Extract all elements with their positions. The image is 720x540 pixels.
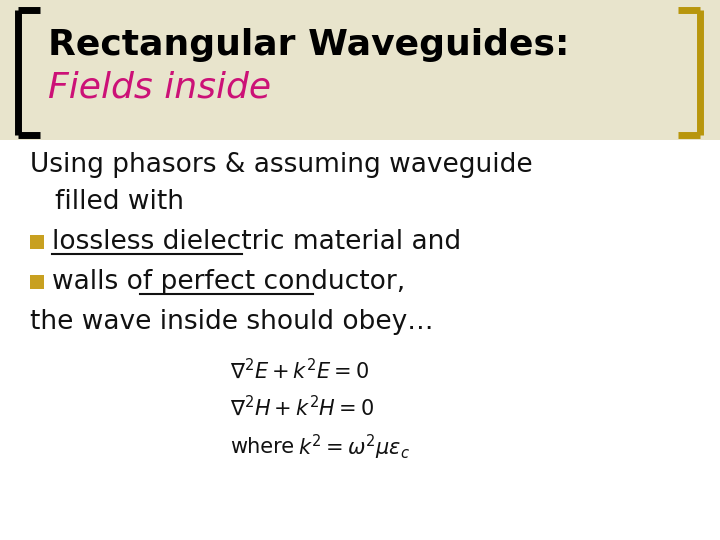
Bar <box>30 235 44 249</box>
Text: Using phasors & assuming waveguide: Using phasors & assuming waveguide <box>30 152 533 178</box>
Text: the wave inside should obey…: the wave inside should obey… <box>30 309 433 335</box>
Bar <box>0 0 720 140</box>
Text: where: where <box>230 437 294 457</box>
Text: filled with: filled with <box>55 189 184 215</box>
Bar <box>30 275 44 289</box>
Text: $k^2 = \omega^2 \mu \varepsilon_c$: $k^2 = \omega^2 \mu \varepsilon_c$ <box>298 433 410 462</box>
Text: lossless dielectric material and: lossless dielectric material and <box>52 229 461 255</box>
Text: Fields inside: Fields inside <box>48 71 271 105</box>
Text: $\nabla^2 H + k^2 H = 0$: $\nabla^2 H + k^2 H = 0$ <box>230 395 374 419</box>
Text: $\nabla^2 E + k^2 E = 0$: $\nabla^2 E + k^2 E = 0$ <box>230 358 369 382</box>
Text: Rectangular Waveguides:: Rectangular Waveguides: <box>48 28 570 62</box>
Text: walls of perfect conductor,: walls of perfect conductor, <box>52 269 405 295</box>
